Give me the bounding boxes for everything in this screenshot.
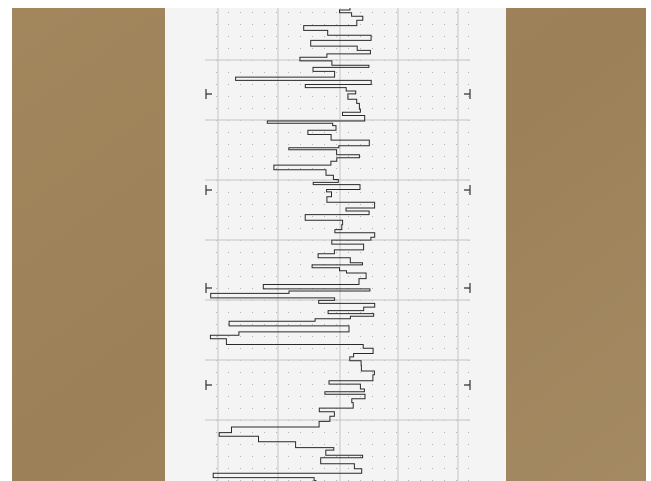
photo [0, 0, 651, 481]
page: (() => { let s = 7; const rnd = () => { … [0, 0, 651, 481]
